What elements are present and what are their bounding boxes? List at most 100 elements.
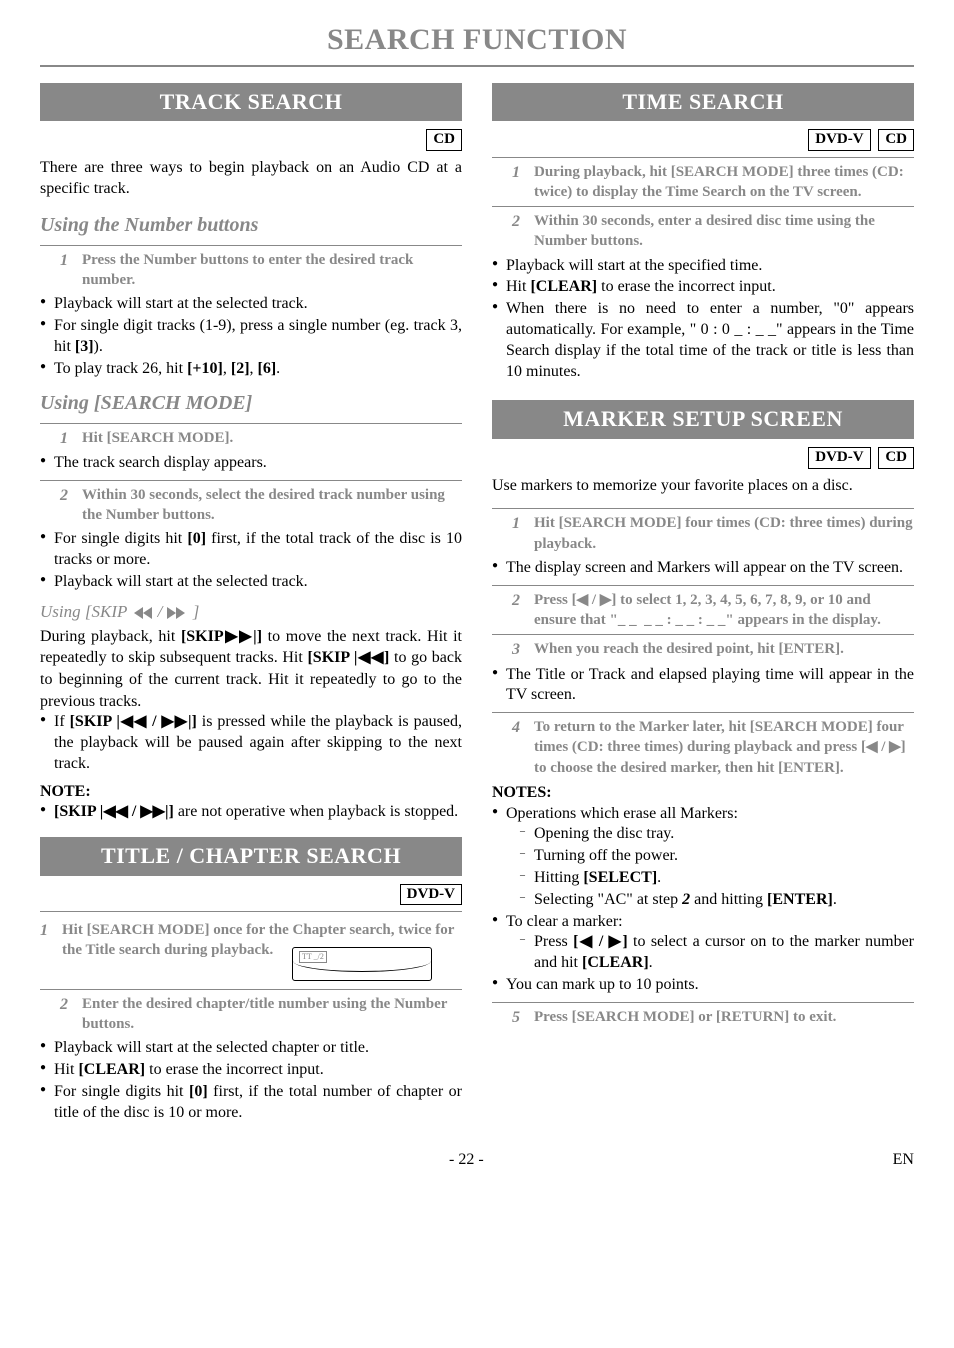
- skip-fwd-icon: [167, 607, 189, 619]
- number-buttons-heading: Using the Number buttons: [40, 212, 462, 239]
- timesearch-bullets: Playback will start at the specified tim…: [492, 256, 914, 383]
- dash-item: Turning off the power.: [520, 846, 914, 867]
- skip-bullet: If [SKIP |◀◀ / ▶▶|] is pressed while the…: [40, 712, 462, 774]
- title-chapter-badges: DVD-V: [40, 884, 462, 906]
- step-number: 1: [512, 513, 520, 554]
- right-column: TIME SEARCH DVD-V CD 1 During playback, …: [492, 77, 914, 1130]
- step-text: To return to the Marker later, hit [SEAR…: [534, 717, 914, 778]
- step-3-marker: 3 When you reach the desired point, hit …: [512, 639, 914, 661]
- step-text: Hit [SEARCH MODE].: [82, 428, 462, 450]
- erase-list: Opening the disc tray. Turning off the p…: [520, 824, 914, 910]
- step-text: Press [SEARCH MODE] or [RETURN] to exit.: [534, 1007, 914, 1029]
- step-1-searchmode: 1 Hit [SEARCH MODE].: [60, 428, 462, 450]
- display-text: TT _/2: [299, 951, 327, 964]
- time-search-heading: TIME SEARCH: [492, 83, 914, 122]
- step-number: 2: [60, 994, 68, 1035]
- left-column: TRACK SEARCH CD There are three ways to …: [40, 77, 462, 1130]
- bullet: You can mark up to 10 points.: [492, 975, 914, 996]
- badge-dvdv: DVD-V: [400, 884, 462, 906]
- bullet: Playback will start at the selected chap…: [40, 1038, 462, 1059]
- dash-item: Hitting [SELECT].: [520, 868, 914, 889]
- number-buttons-bullets: Playback will start at the selected trac…: [40, 294, 462, 379]
- marker-intro: Use markers to memorize your favorite pl…: [492, 475, 914, 497]
- step-number: 1: [60, 428, 68, 450]
- page-footer: - 22 - EN: [40, 1149, 914, 1171]
- note-label: NOTE:: [40, 781, 462, 803]
- title-chapter-heading: TITLE / CHAPTER SEARCH: [40, 837, 462, 876]
- bullet: The track search display appears.: [40, 453, 462, 474]
- dash-item: Selecting "AC" at step 2 and hitting [EN…: [520, 890, 914, 911]
- searchmode-bullet1: The track search display appears.: [40, 453, 462, 474]
- step-5-marker: 5 Press [SEARCH MODE] or [RETURN] to exi…: [512, 1007, 914, 1029]
- step-number: 5: [512, 1007, 520, 1029]
- badge-cd: CD: [878, 447, 914, 469]
- marker-bullet1: The display screen and Markers will appe…: [492, 558, 914, 579]
- clear-label: To clear a marker:: [506, 913, 623, 930]
- marker-heading: MARKER SETUP SCREEN: [492, 400, 914, 439]
- step-2-marker: 2 Press [◀ / ▶] to select 1, 2, 3, 4, 5,…: [512, 590, 914, 631]
- search-mode-heading: Using [SEARCH MODE]: [40, 390, 462, 417]
- page-title: SEARCH FUNCTION: [40, 20, 914, 67]
- tv-display-icon: TT _/2: [292, 947, 432, 981]
- step-number: 1: [512, 162, 520, 203]
- two-column-layout: TRACK SEARCH CD There are three ways to …: [40, 77, 914, 1130]
- dash-item: Opening the disc tray.: [520, 824, 914, 845]
- bullet: Operations which erase all Markers: Open…: [492, 804, 914, 911]
- step-1-number: 1 Press the Number buttons to enter the …: [60, 250, 462, 291]
- bullet: The display screen and Markers will appe…: [492, 558, 914, 579]
- step-number: 4: [512, 717, 520, 778]
- marker-bullet3: The Title or Track and elapsed playing t…: [492, 665, 914, 707]
- skip-note-bullet: [SKIP |◀◀ / ▶▶|] are not operative when …: [40, 802, 462, 823]
- step-4-marker: 4 To return to the Marker later, hit [SE…: [512, 717, 914, 778]
- badge-cd: CD: [878, 129, 914, 151]
- step-number: 1: [60, 250, 68, 291]
- step-number: 1: [40, 920, 48, 961]
- bullet: For single digits hit [0] first, if the …: [40, 529, 462, 571]
- step-1-marker: 1 Hit [SEARCH MODE] four times (CD: thre…: [512, 513, 914, 554]
- step-1-timesearch: 1 During playback, hit [SEARCH MODE] thr…: [512, 162, 914, 203]
- footer-page: - 22 -: [449, 1149, 484, 1171]
- footer-lang: EN: [893, 1149, 914, 1171]
- skip-para: During playback, hit [SKIP▶▶|] to move t…: [40, 626, 462, 712]
- titlechapter-bullets: Playback will start at the selected chap…: [40, 1038, 462, 1123]
- step-number: 2: [60, 485, 68, 526]
- bullet: When there is no need to enter a number,…: [492, 299, 914, 382]
- step-number: 3: [512, 639, 520, 661]
- track-search-heading: TRACK SEARCH: [40, 83, 462, 122]
- step-2-titlechapter: 2 Enter the desired chapter/title number…: [60, 994, 462, 1035]
- bullet: To play track 26, hit [+10], [2], [6].: [40, 359, 462, 380]
- time-search-badges: DVD-V CD: [492, 129, 914, 151]
- step-2-timesearch: 2 Within 30 seconds, enter a desired dis…: [512, 211, 914, 252]
- step-text: Press [◀ / ▶] to select 1, 2, 3, 4, 5, 6…: [534, 590, 914, 631]
- step-text: During playback, hit [SEARCH MODE] three…: [534, 162, 914, 203]
- step-text: Press the Number buttons to enter the de…: [82, 250, 462, 291]
- bullet: For single digits hit [0] first, if the …: [40, 1082, 462, 1124]
- step-2-searchmode: 2 Within 30 seconds, select the desired …: [60, 485, 462, 526]
- dash-item: Press [◀ / ▶] to select a cursor on to t…: [520, 932, 914, 974]
- notes-label: NOTES:: [492, 782, 914, 804]
- track-search-badges: CD: [40, 129, 462, 151]
- badge-dvdv: DVD-V: [808, 447, 870, 469]
- skip-heading: Using [SKIP / ]: [40, 601, 462, 624]
- skip-back-icon: [131, 607, 153, 619]
- bullet: If [SKIP |◀◀ / ▶▶|] is pressed while the…: [40, 712, 462, 774]
- clear-list: Press [◀ / ▶] to select a cursor on to t…: [520, 932, 914, 974]
- step-number: 2: [512, 590, 520, 631]
- bullet: Playback will start at the selected trac…: [40, 572, 462, 593]
- bullet: To clear a marker: Press [◀ / ▶] to sele…: [492, 912, 914, 974]
- searchmode-bullets2: For single digits hit [0] first, if the …: [40, 529, 462, 592]
- step-text: Within 30 seconds, select the desired tr…: [82, 485, 462, 526]
- step-text: Within 30 seconds, enter a desired disc …: [534, 211, 914, 252]
- marker-badges: DVD-V CD: [492, 447, 914, 469]
- step-text: Enter the desired chapter/title number u…: [82, 994, 462, 1035]
- erase-label: Operations which erase all Markers:: [506, 805, 738, 822]
- bullet: Playback will start at the specified tim…: [492, 256, 914, 277]
- bullet: For single digit tracks (1-9), press a s…: [40, 316, 462, 358]
- bullet: [SKIP |◀◀ / ▶▶|] are not operative when …: [40, 802, 462, 823]
- step-text: Hit [SEARCH MODE] four times (CD: three …: [534, 513, 914, 554]
- step-number: 2: [512, 211, 520, 252]
- bullet: Playback will start at the selected trac…: [40, 294, 462, 315]
- step-text: When you reach the desired point, hit [E…: [534, 639, 914, 661]
- badge-cd: CD: [426, 129, 462, 151]
- bullet: Hit [CLEAR] to erase the incorrect input…: [40, 1060, 462, 1081]
